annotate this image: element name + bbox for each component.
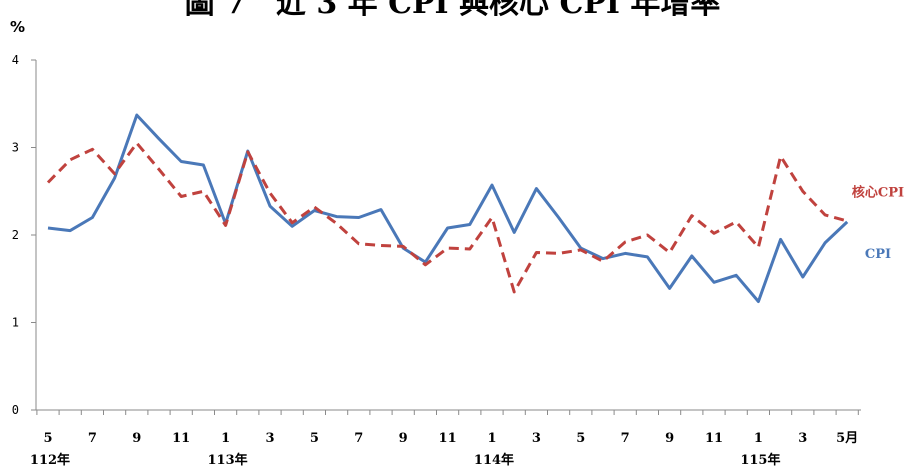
x-tick-label: 3: [532, 431, 541, 446]
x-tick-label: 11: [705, 431, 723, 446]
cpi-series-line: [47, 113, 849, 303]
x-tick-label: 5: [310, 431, 319, 446]
x-tick-label: 1: [754, 431, 763, 446]
x-tick-label: 5月: [836, 431, 858, 446]
year-label: 114年: [474, 452, 514, 468]
x-tick-label: 9: [665, 431, 674, 446]
x-tick-label: 3: [798, 431, 807, 446]
y-tick-label: 0: [12, 403, 19, 417]
y-unit-label: %: [10, 18, 26, 36]
x-tick-label: 1: [221, 431, 230, 446]
y-tick-label: 2: [12, 228, 19, 242]
x-tick-label: 1: [487, 431, 496, 446]
year-label: 115年: [740, 452, 780, 468]
y-tick-label: 1: [12, 316, 19, 330]
core-cpi-series-line: [46, 141, 848, 294]
x-tick-label: 11: [439, 431, 457, 446]
x-tick-label: 11: [172, 431, 190, 446]
x-tick-label: 5: [43, 431, 52, 446]
x-tick-label: 7: [88, 431, 97, 446]
chart-series: [46, 113, 849, 303]
year-label: 112年: [30, 452, 70, 468]
y-tick-label: 3: [12, 141, 19, 155]
y-tick-label: 4: [12, 53, 19, 67]
chart-title: 圖 7 近 3 年 CPI 與核心 CPI 年增率: [184, 0, 721, 21]
x-tick-label: 5: [576, 431, 585, 446]
cpi-series-label: CPI: [865, 247, 891, 262]
x-tick-label: 7: [621, 431, 630, 446]
core-cpi-series-label: 核心CPI: [852, 185, 904, 201]
chart-axes: [31, 59, 861, 415]
x-tick-label: 3: [265, 431, 274, 446]
x-tick-label: 9: [399, 431, 408, 446]
x-tick-label: 7: [354, 431, 363, 446]
x-tick-label: 9: [132, 431, 141, 446]
year-label: 113年: [208, 452, 248, 468]
